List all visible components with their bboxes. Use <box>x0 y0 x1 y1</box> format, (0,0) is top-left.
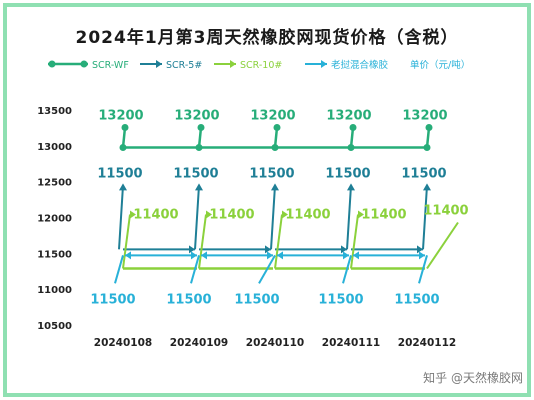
series-spike-laos <box>258 254 276 284</box>
data-point-scr-wf <box>273 124 281 131</box>
series-layer <box>114 124 459 284</box>
data-label-scr-5: 11500 <box>325 166 370 181</box>
series-spike-scr-5 <box>118 185 124 250</box>
data-label-scr-5: 11500 <box>173 166 218 181</box>
data-label-scr-10: 11400 <box>285 208 330 223</box>
series-marker-scr-5 <box>195 183 203 191</box>
data-point-scr-wf <box>195 144 203 151</box>
x-tick-label: 20240112 <box>398 337 456 349</box>
data-label-laos: 11500 <box>394 292 439 307</box>
series-marker-scr-5 <box>271 183 279 191</box>
series-spike-scr-5 <box>346 185 352 250</box>
data-label-scr-5: 11500 <box>401 166 446 181</box>
series-marker-scr-5 <box>119 183 127 191</box>
series-arrow-laos <box>419 251 425 260</box>
series-arrow-scr-5 <box>265 245 271 254</box>
data-label-scr-5: 11500 <box>97 166 142 181</box>
x-tick-label: 20240111 <box>322 337 380 349</box>
series-spike-scr-10 <box>350 214 359 269</box>
y-tick-label: 10500 <box>37 321 72 332</box>
data-label-laos: 11500 <box>234 292 279 307</box>
data-label-scr-10: 11400 <box>133 208 178 223</box>
data-point-scr-wf <box>119 144 127 151</box>
data-label-scr-wf: 13200 <box>250 109 295 124</box>
x-tick-label: 20240110 <box>246 337 304 349</box>
series-marker-scr-10 <box>130 210 136 219</box>
series-spike-laos <box>342 255 352 284</box>
legend-marker <box>48 60 56 68</box>
legend-label: SCR-WF <box>92 60 129 71</box>
data-point-scr-wf <box>425 124 433 131</box>
data-label-scr-10: 11400 <box>361 208 406 223</box>
series-spike-scr-10 <box>426 221 459 270</box>
legend-label: SCR-5# <box>166 60 202 71</box>
data-point-scr-wf <box>197 124 205 131</box>
data-label-scr-10: 11400 <box>209 208 254 223</box>
series-arrow-laos <box>191 251 197 260</box>
chart-frame <box>3 3 531 397</box>
series-marker-scr-10 <box>358 210 364 219</box>
chart-title: 2024年1月第3周天然橡胶网现货价格（含税） <box>76 27 459 48</box>
series-spike-laos <box>418 255 428 284</box>
data-point-scr-wf <box>121 124 129 131</box>
data-label-laos: 11500 <box>166 292 211 307</box>
y-tick-label: 12500 <box>37 178 72 189</box>
legend-marker <box>321 60 327 68</box>
chart-legend: SCR-WF SCR-5# SCR-10# 老挝混合橡胶 单价（元/吨） <box>48 59 470 71</box>
series-arrow-laos <box>343 251 349 260</box>
y-tick-label: 13500 <box>37 106 72 117</box>
watermark: 知乎 @天然橡胶网 <box>423 370 523 385</box>
data-label-scr-wf: 13200 <box>98 109 143 124</box>
series-spike-scr-5 <box>422 185 428 250</box>
series-arrow-scr-5 <box>341 245 347 254</box>
legend-marker <box>80 60 88 68</box>
data-label-scr-10: 11400 <box>423 204 468 219</box>
data-label-laos: 11500 <box>318 292 363 307</box>
x-tick-label: 20240109 <box>170 337 228 349</box>
data-label-laos: 11500 <box>90 292 135 307</box>
series-spike-scr-10 <box>122 214 131 269</box>
x-axis-ticks: 20240108 20240109 20240110 20240111 20240112 <box>94 337 456 349</box>
data-label-scr-wf: 13200 <box>402 109 447 124</box>
data-point-scr-wf <box>349 124 357 131</box>
series-arrow-laos <box>353 251 359 260</box>
series-spike-laos <box>190 255 200 284</box>
y-tick-label: 12000 <box>37 214 72 225</box>
series-spike-laos <box>114 255 124 284</box>
series-marker-scr-5 <box>347 183 355 191</box>
legend-label: 老挝混合橡胶 <box>331 59 389 71</box>
series-marker-scr-5 <box>423 183 431 191</box>
series-marker-scr-10 <box>282 210 288 219</box>
series-marker-scr-10 <box>206 210 212 219</box>
data-label-scr-5: 11500 <box>249 166 294 181</box>
series-spike-scr-10 <box>198 214 207 269</box>
y-tick-label: 11000 <box>37 285 72 296</box>
series-arrow-scr-5 <box>417 245 423 254</box>
series-arrow-laos <box>277 251 283 260</box>
legend-marker <box>230 60 236 68</box>
series-arrow-laos <box>267 251 273 260</box>
series-spike-scr-5 <box>194 185 200 250</box>
data-label-scr-wf: 13200 <box>174 109 219 124</box>
y-tick-label: 13000 <box>37 142 72 153</box>
data-label-scr-wf: 13200 <box>326 109 371 124</box>
series-arrow-scr-5 <box>189 245 195 254</box>
data-point-scr-wf <box>423 144 431 151</box>
data-labels: 13200 13200 13200 13200 13200 11500 11500 11500… <box>90 109 468 308</box>
x-tick-label: 20240108 <box>94 337 152 349</box>
data-point-scr-wf <box>271 144 279 151</box>
series-arrow-laos <box>125 251 131 260</box>
series-spike-scr-10 <box>274 214 283 269</box>
series-arrow-laos <box>201 251 207 260</box>
y-tick-label: 11500 <box>37 249 72 260</box>
series-spike-scr-5 <box>270 185 276 250</box>
legend-marker <box>156 60 162 68</box>
data-point-scr-wf <box>347 144 355 151</box>
unit-label: 单价（元/吨） <box>410 59 470 71</box>
legend-label: SCR-10# <box>240 60 282 71</box>
y-axis-ticks: 13500 13000 12500 12000 11500 11000 10500 <box>37 106 72 332</box>
